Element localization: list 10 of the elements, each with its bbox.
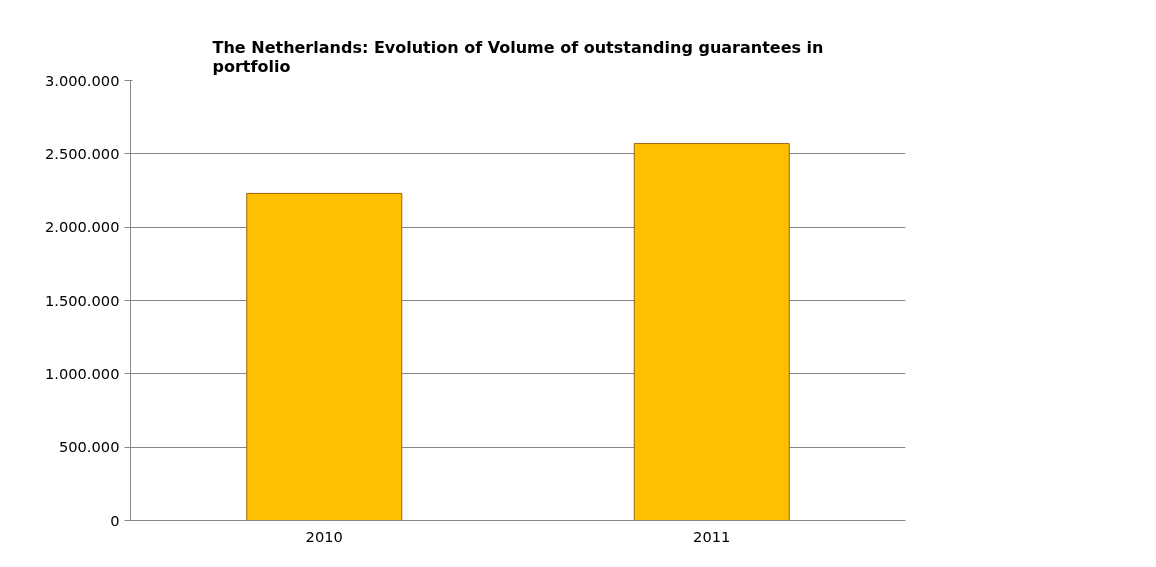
- y-tick-label: 2.500.000: [44, 144, 120, 162]
- chart-title: The Netherlands: Evolution of Volume of outstanding guarantees in portfolio: [212, 37, 824, 76]
- x-tick-label: 2010: [305, 527, 343, 545]
- y-tick-label: 500.000: [58, 438, 120, 456]
- y-tick-label: 1.500.000: [44, 291, 120, 309]
- y-tick-label: 2.000.000: [44, 218, 120, 236]
- y-tick-label: 1.000.000: [44, 364, 120, 382]
- y-tick-label: 0: [110, 511, 120, 529]
- y-tick-label: 3.000.000: [44, 71, 120, 89]
- x-tick-label: 2011: [693, 527, 731, 545]
